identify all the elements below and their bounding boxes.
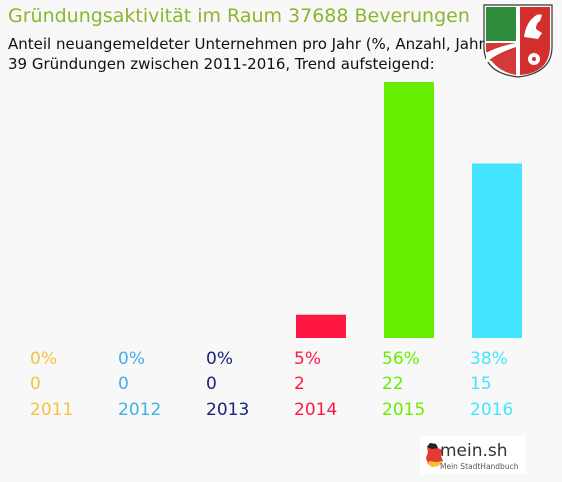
- year-label-2012: 2012: [118, 400, 161, 420]
- bar-2016: [472, 163, 522, 338]
- percent-label-2015: 56%: [382, 349, 420, 369]
- year-label-2013: 2013: [206, 400, 249, 420]
- count-label-2016: 15: [470, 374, 492, 394]
- percent-label-2014: 5%: [294, 349, 321, 369]
- year-label-2011: 2011: [30, 400, 73, 420]
- chart-title: Gründungsaktivität im Raum 37688 Beverun…: [8, 5, 470, 27]
- count-label-2014: 2: [294, 374, 305, 394]
- count-label-2011: 0: [30, 374, 41, 394]
- count-label-2015: 22: [382, 374, 404, 394]
- count-label-2013: 0: [206, 374, 217, 394]
- percent-label-2011: 0%: [30, 349, 57, 369]
- logo-box: [420, 436, 526, 474]
- logo-subtitle: Mein StadtHandbuch: [440, 462, 519, 471]
- chart-summary: 39 Gründungen zwischen 2011-2016, Trend …: [8, 55, 435, 73]
- count-label-2012: 0: [118, 374, 129, 394]
- coat-of-arms-icon: [483, 4, 553, 78]
- bar-2015: [384, 82, 434, 338]
- bar-2014: [296, 314, 346, 338]
- percent-label-2016: 38%: [470, 349, 508, 369]
- year-label-2016: 2016: [470, 400, 513, 420]
- percent-label-2012: 0%: [118, 349, 145, 369]
- year-label-2015: 2015: [382, 400, 425, 420]
- logo-text: mein.sh: [440, 441, 508, 461]
- percent-label-2013: 0%: [206, 349, 233, 369]
- germany-map-icon: [426, 443, 443, 467]
- year-label-2014: 2014: [294, 400, 337, 420]
- chart-subtitle: Anteil neuangemeldeter Unternehmen pro J…: [8, 35, 491, 53]
